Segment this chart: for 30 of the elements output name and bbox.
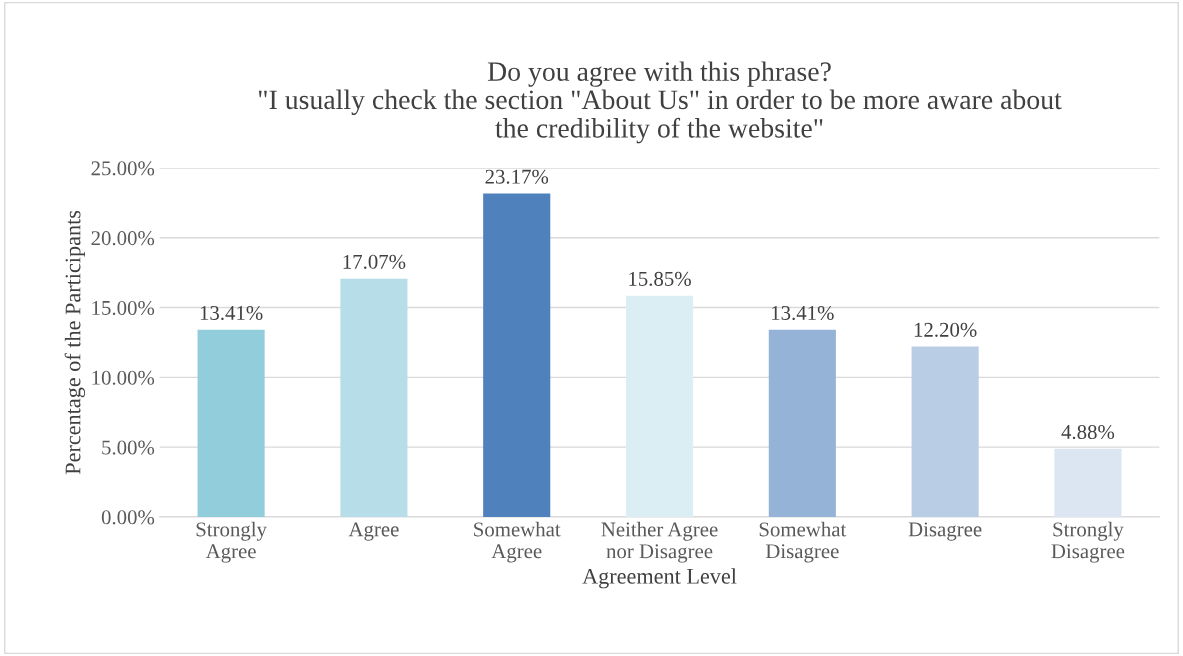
- y-tick-label: 10.00%: [92, 370, 155, 385]
- y-tick-label: 25.00%: [91, 161, 155, 176]
- data-label: 15.85%: [629, 271, 691, 286]
- x-tick-label: Strongly Disagree: [1051, 521, 1125, 563]
- bar: [483, 193, 551, 517]
- data-label: 13.41%: [772, 305, 834, 321]
- bar: [911, 346, 979, 517]
- x-tick-label: Somewhat Disagree: [759, 521, 847, 563]
- x-tick-label: Agree: [348, 522, 399, 541]
- bar: [1054, 448, 1122, 517]
- bar: [768, 329, 836, 517]
- x-tick-label: Somewhat Agree: [474, 521, 561, 563]
- data-label: 13.41%: [200, 305, 263, 321]
- bar: [625, 295, 694, 517]
- x-tick-label: Strongly Agree: [196, 521, 267, 563]
- chart-title: Do you agree with this phrase? "I usually check the section "About Us" in order to be more aware about the credibility of the website": [258, 61, 1062, 144]
- x-axis-title: Agreement Level: [582, 568, 737, 589]
- y-tick-label: 20.00%: [91, 231, 155, 246]
- x-tick-label: Neither Agree nor Disagree: [601, 521, 718, 563]
- data-label: 17.07%: [343, 254, 406, 269]
- data-label: 4.88%: [1061, 424, 1115, 440]
- y-tick-label: 0.00%: [101, 510, 155, 525]
- data-label: 12.20%: [914, 322, 977, 337]
- y-tick-label: 5.00%: [102, 440, 155, 455]
- x-tick-label: Disagree: [908, 522, 982, 541]
- bar: [197, 329, 265, 517]
- bar: [340, 278, 408, 517]
- y-tick-label: 15.00%: [92, 300, 155, 316]
- data-label: 23.17%: [485, 169, 549, 184]
- y-axis-title: Percentage of the Participants: [64, 210, 86, 475]
